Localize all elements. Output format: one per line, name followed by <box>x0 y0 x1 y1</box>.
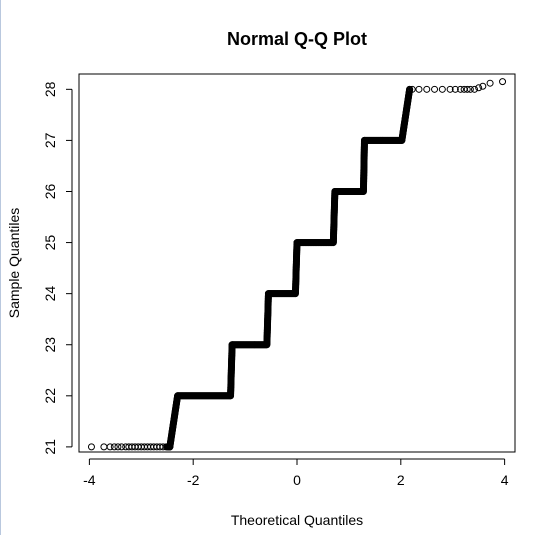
x-tick-label: 4 <box>501 472 509 488</box>
y-tick-label: 22 <box>42 388 58 404</box>
x-tick-label: -2 <box>187 472 200 488</box>
data-point <box>110 443 118 451</box>
data-point <box>106 443 114 451</box>
data-point <box>451 85 459 93</box>
y-tick-label: 26 <box>42 183 58 199</box>
y-axis-title: Sample Quantiles <box>6 208 22 319</box>
y-tick-label: 21 <box>42 439 58 455</box>
data-point <box>446 85 454 93</box>
data-point <box>466 85 474 93</box>
x-tick-label: 0 <box>293 472 301 488</box>
data-point <box>486 79 494 87</box>
y-tick-label: 27 <box>42 132 58 148</box>
data-point <box>499 78 507 86</box>
data-point <box>438 85 446 93</box>
y-tick-label: 23 <box>42 337 58 353</box>
data-point <box>457 85 464 93</box>
data-point <box>423 85 431 93</box>
data-point <box>100 443 108 451</box>
data-point <box>471 85 479 93</box>
data-point <box>114 443 122 451</box>
window-edge <box>0 0 1 535</box>
data-point <box>408 85 416 93</box>
plot-frame <box>78 73 516 453</box>
data-point <box>475 84 483 92</box>
data-point <box>118 443 126 451</box>
data-point <box>431 85 439 93</box>
x-axis: -4 -2 0 2 4 <box>83 458 509 488</box>
data-point <box>479 82 487 90</box>
chart-title: Normal Q-Q Plot <box>227 29 367 49</box>
data-point <box>406 85 414 93</box>
y-tick-label: 28 <box>42 81 58 97</box>
y-tick-label: 25 <box>42 235 58 251</box>
data-point <box>415 85 423 93</box>
x-axis-title: Theoretical Quantiles <box>231 512 363 528</box>
data-points <box>87 78 507 451</box>
data-point <box>87 443 95 451</box>
y-tick-label: 24 <box>42 286 58 302</box>
x-tick-label: 2 <box>397 472 405 488</box>
x-tick-label: -4 <box>83 472 96 488</box>
data-point <box>463 85 471 93</box>
y-axis: 21 22 23 24 25 26 27 28 <box>42 81 73 455</box>
